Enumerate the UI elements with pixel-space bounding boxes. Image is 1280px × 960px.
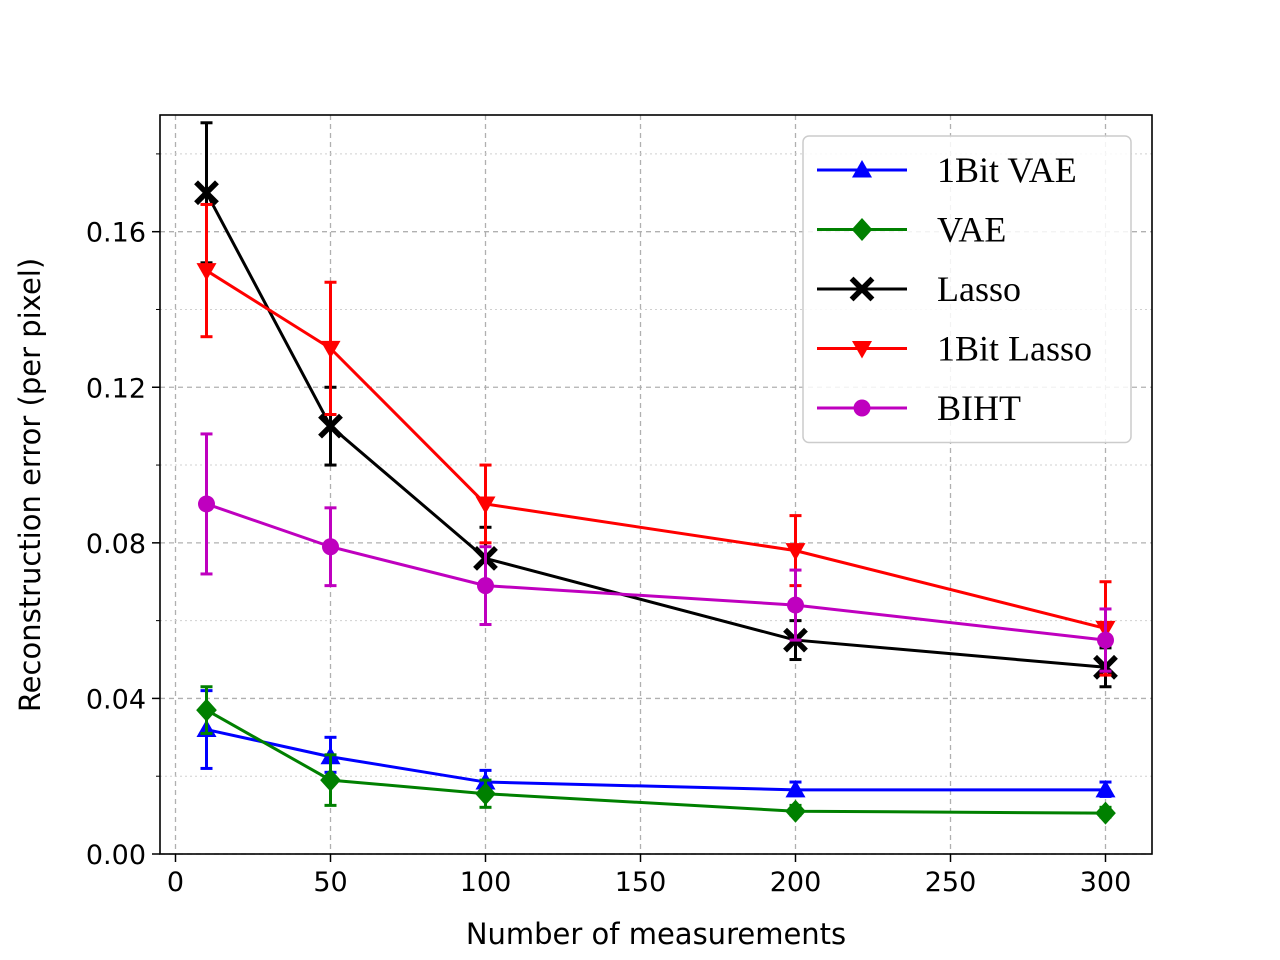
data-point xyxy=(785,779,806,798)
data-point xyxy=(787,596,804,614)
data-point xyxy=(198,495,215,513)
x-tick-label: 300 xyxy=(1080,867,1132,898)
legend-label: 1Bit Lasso xyxy=(937,329,1092,369)
data-point xyxy=(477,577,494,595)
y-tick-label: 0.12 xyxy=(86,373,146,404)
data-point xyxy=(320,340,341,359)
y-tick-label: 0.04 xyxy=(86,684,146,715)
y-tick-label: 0.00 xyxy=(86,840,146,871)
x-tick-label: 250 xyxy=(925,867,977,898)
data-point xyxy=(785,543,806,561)
data-point xyxy=(194,180,219,206)
series-vae xyxy=(196,685,1116,825)
x-tick-label: 0 xyxy=(167,867,184,898)
legend-item: 1Bit Lasso xyxy=(817,329,1092,369)
data-point xyxy=(1095,779,1116,798)
series-line xyxy=(205,708,1106,815)
legend-item: Lasso xyxy=(817,269,1021,309)
y-axis-label: Reconstruction error (per pixel) xyxy=(13,258,47,712)
data-point xyxy=(318,413,343,439)
legend-label: 1Bit VAE xyxy=(937,150,1077,190)
legend-box xyxy=(802,135,1132,444)
series-biht xyxy=(198,432,1114,673)
data-point xyxy=(475,782,496,806)
legend-label: BIHT xyxy=(937,388,1021,428)
data-point xyxy=(320,768,341,792)
y-tick-label: 0.16 xyxy=(86,218,146,249)
data-point xyxy=(322,538,339,556)
data-point xyxy=(851,218,873,241)
data-point xyxy=(785,799,806,823)
data-point xyxy=(852,160,872,178)
x-tick-label: 50 xyxy=(313,867,347,898)
data-point xyxy=(852,341,872,359)
data-point xyxy=(1095,801,1116,825)
legend-label: VAE xyxy=(937,210,1006,250)
legend-item: BIHT xyxy=(817,388,1021,428)
series-layer xyxy=(194,121,1118,825)
axis-ticks: 0 50 100 150 200 250 300 0.00 0.04 0.08 0.12 0.16 xyxy=(86,153,1132,898)
legend-item: VAE xyxy=(817,210,1006,250)
data-point xyxy=(1097,631,1114,649)
x-tick-label: 200 xyxy=(770,867,822,898)
legend-label: Lasso xyxy=(937,269,1021,309)
plot-frame xyxy=(159,114,1153,855)
data-point xyxy=(196,698,217,722)
x-tick-label: 100 xyxy=(460,867,512,898)
data-point xyxy=(196,263,217,281)
legend: 1Bit VAE VAE Lasso 1Bit Lasso BIHT xyxy=(802,135,1132,444)
data-point xyxy=(475,496,496,514)
y-tick-label: 0.08 xyxy=(86,529,146,560)
data-point xyxy=(849,276,875,302)
legend-item: 1Bit VAE xyxy=(817,150,1077,190)
x-axis-label: Number of measurements xyxy=(466,917,846,951)
data-point xyxy=(853,399,871,417)
x-tick-label: 150 xyxy=(615,867,667,898)
series-line xyxy=(206,502,1106,642)
